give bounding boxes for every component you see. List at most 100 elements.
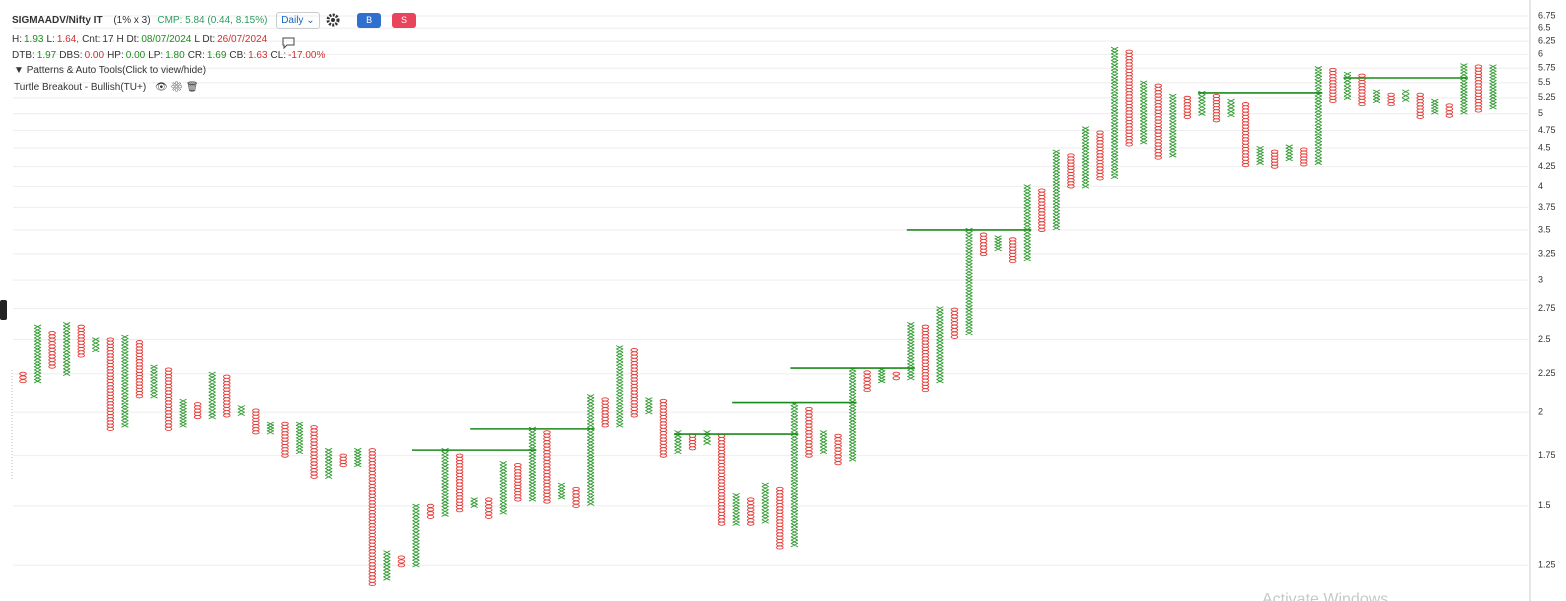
y-tick-label: 4 xyxy=(1538,181,1543,191)
x-column xyxy=(1110,46,1119,179)
y-tick-label: 4.5 xyxy=(1538,142,1551,152)
o-column xyxy=(368,448,377,587)
settings-icon[interactable] xyxy=(326,13,340,27)
y-tick-label: 5 xyxy=(1538,108,1543,118)
o-column xyxy=(281,421,289,458)
x-column xyxy=(324,447,333,479)
o-column xyxy=(717,433,726,526)
o-column xyxy=(106,337,115,431)
y-tick-label: 5.5 xyxy=(1538,77,1551,87)
o-column xyxy=(1474,64,1483,113)
y-tick-label: 1.75 xyxy=(1538,450,1556,460)
x-column xyxy=(1431,98,1439,115)
x-column xyxy=(1489,64,1497,110)
x-column xyxy=(761,482,769,524)
o-column xyxy=(1212,93,1221,123)
y-tick-label: 2.75 xyxy=(1538,303,1556,313)
o-column xyxy=(863,370,871,393)
o-column xyxy=(1329,67,1337,103)
x-column xyxy=(674,430,682,455)
o-column xyxy=(455,453,464,513)
comment-icon[interactable] xyxy=(282,37,296,49)
o-column xyxy=(1125,49,1133,147)
x-column xyxy=(1169,93,1177,158)
patterns-toggle[interactable]: ▼ Patterns & Auto Tools(Click to view/hi… xyxy=(14,65,207,76)
x-column xyxy=(1139,80,1148,145)
o-column xyxy=(921,324,930,393)
stat-value: 08/07/2024 xyxy=(141,34,192,45)
y-tick-label: 1.25 xyxy=(1538,560,1556,570)
stat-value: 26/07/2024 xyxy=(217,34,268,45)
o-column xyxy=(339,453,347,468)
x-column xyxy=(1285,144,1293,162)
stat-value: 1.80 xyxy=(165,50,185,61)
view-icon[interactable]: 👁 xyxy=(154,82,168,93)
y-tick-label: 2 xyxy=(1538,407,1543,417)
stat-value: 1.97 xyxy=(36,50,57,61)
y-tick-label: 6.75 xyxy=(1538,10,1556,20)
o-column xyxy=(1096,130,1104,181)
collapse-tab[interactable] xyxy=(0,300,7,320)
x-column xyxy=(92,337,100,353)
y-tick-label: 5.75 xyxy=(1538,63,1556,73)
title-row: SIGMAADV/Nifty IT (1% x 3) CMP: 5.84 (0.… xyxy=(12,12,416,29)
x-column xyxy=(1401,89,1410,102)
x-column xyxy=(121,334,129,428)
o-column xyxy=(979,232,988,257)
patterns-label: Patterns & Auto Tools(Click to view/hide… xyxy=(26,65,207,76)
x-column xyxy=(819,430,828,455)
o-column xyxy=(1183,95,1192,120)
symbol: SIGMAADV/Nifty IT xyxy=(12,15,103,26)
o-column xyxy=(48,331,56,369)
x-column xyxy=(62,322,71,377)
x-column xyxy=(354,447,362,468)
stat-value: 1.63 xyxy=(248,50,268,61)
buy-button[interactable]: B xyxy=(357,13,382,28)
x-column xyxy=(33,324,42,384)
box-size: (1% x 3) xyxy=(113,15,151,26)
x-column xyxy=(208,371,216,420)
x-column xyxy=(383,550,391,581)
stat-label: DTB: xyxy=(12,50,35,61)
x-column xyxy=(237,405,246,416)
o-column xyxy=(484,497,493,519)
stat-label: HP: xyxy=(107,50,124,61)
x-column xyxy=(499,460,508,515)
interval-select[interactable]: Daily ⌄ xyxy=(276,12,320,29)
delete-icon[interactable]: 🗑 xyxy=(185,82,199,93)
x-column xyxy=(616,345,624,428)
o-column xyxy=(1358,73,1366,107)
y-tick-label: 3 xyxy=(1538,274,1543,284)
interval: Daily xyxy=(281,15,304,26)
x-column xyxy=(1081,126,1090,189)
x-column xyxy=(179,398,187,428)
o-column xyxy=(1241,102,1250,168)
settings-icon[interactable]: ⚙ xyxy=(170,82,184,93)
o-column xyxy=(776,486,784,550)
o-column xyxy=(223,374,231,418)
tool-label: Turtle Breakout - Bullish(TU+) xyxy=(14,82,147,93)
x-column xyxy=(848,367,857,462)
o-column xyxy=(1387,92,1395,107)
stat-value: -17.00% xyxy=(288,50,326,61)
o-column xyxy=(572,486,580,508)
stat-label: L Dt: xyxy=(194,34,216,45)
stat-label: CL: xyxy=(270,50,287,61)
y-tick-label: 6 xyxy=(1538,49,1543,59)
o-column xyxy=(77,324,85,358)
stat-value: 0.00 xyxy=(125,50,146,61)
o-column xyxy=(1008,237,1017,264)
y-tick-label: 3.25 xyxy=(1538,248,1556,258)
x-column xyxy=(1023,184,1031,262)
o-column xyxy=(397,555,406,568)
x-column xyxy=(907,322,915,381)
stat-label: H: xyxy=(12,34,22,45)
x-column xyxy=(645,397,653,415)
x-column xyxy=(295,421,304,455)
y-tick-label: 2.25 xyxy=(1538,368,1556,378)
stat-label: Cnt: xyxy=(82,34,101,45)
sell-button[interactable]: S xyxy=(391,13,416,28)
y-tick-label: 3.5 xyxy=(1538,224,1551,234)
o-column xyxy=(688,433,697,451)
